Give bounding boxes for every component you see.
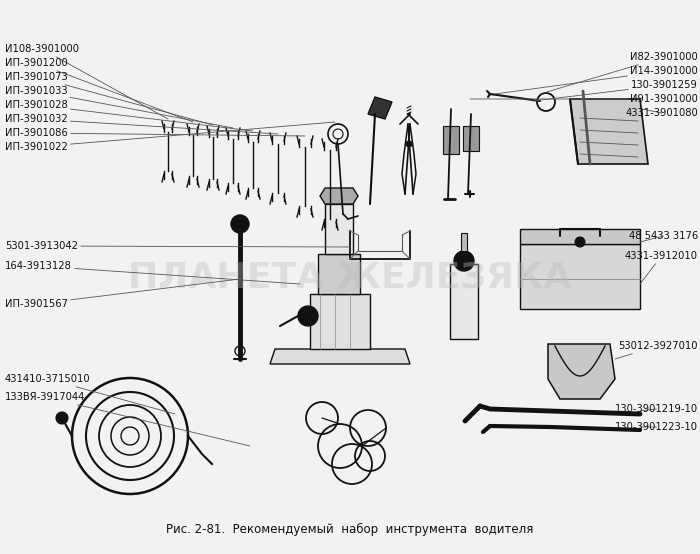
Text: 53012-3927010: 53012-3927010 <box>615 341 698 359</box>
Text: ИП-3901200: ИП-3901200 <box>5 58 193 122</box>
Circle shape <box>56 412 68 424</box>
Text: 164-3913128: 164-3913128 <box>5 261 300 284</box>
Bar <box>450 264 478 339</box>
Polygon shape <box>570 99 648 164</box>
Polygon shape <box>320 188 358 204</box>
Bar <box>325 204 353 254</box>
Text: ИП-3901028: ИП-3901028 <box>5 100 253 131</box>
Polygon shape <box>548 344 615 399</box>
Bar <box>463 126 479 151</box>
Bar <box>520 229 640 244</box>
Text: ИП-3901073: ИП-3901073 <box>5 72 213 125</box>
Circle shape <box>231 215 249 233</box>
Text: 133ВЯ-3917044: 133ВЯ-3917044 <box>5 392 250 446</box>
Text: Рис. 2-81.  Рекомендуемый  набор  инструмента  водителя: Рис. 2-81. Рекомендуемый набор инструмен… <box>167 523 533 536</box>
Text: ИП-3901033: ИП-3901033 <box>5 86 233 128</box>
Text: ИП-3901032: ИП-3901032 <box>5 114 278 134</box>
Text: ПЛАНЕТА ЖЕЛЕЗЯКА: ПЛАНЕТА ЖЕЛЕЗЯКА <box>128 260 572 294</box>
Text: ИП-3901086: ИП-3901086 <box>5 128 305 138</box>
Text: И82-3901000: И82-3901000 <box>540 52 698 94</box>
Text: 431410-3715010: 431410-3715010 <box>5 374 175 414</box>
Text: 5301-3913042: 5301-3913042 <box>5 241 350 251</box>
Bar <box>318 254 360 294</box>
Text: 130-3901259: 130-3901259 <box>533 80 698 101</box>
Text: 48 5433 3176: 48 5433 3176 <box>629 231 698 242</box>
Polygon shape <box>270 349 410 364</box>
Polygon shape <box>368 97 392 119</box>
Bar <box>443 126 459 154</box>
Text: ИП-3901022: ИП-3901022 <box>5 122 335 152</box>
Circle shape <box>406 141 412 147</box>
Text: 130-3901219-10: 130-3901219-10 <box>615 404 698 414</box>
Text: И108-3901000: И108-3901000 <box>5 44 168 119</box>
Bar <box>310 294 370 349</box>
Text: 4331-3901080: 4331-3901080 <box>625 108 698 118</box>
Text: 4331-3912010: 4331-3912010 <box>625 251 698 284</box>
Bar <box>461 233 467 251</box>
Circle shape <box>454 251 474 271</box>
Circle shape <box>298 306 318 326</box>
Text: И14-3901000: И14-3901000 <box>495 66 698 94</box>
Text: И91-3901000: И91-3901000 <box>470 94 698 104</box>
Circle shape <box>575 237 585 247</box>
Bar <box>520 244 640 309</box>
Text: ИП-3901567: ИП-3901567 <box>5 279 240 309</box>
Text: 130-3901223-10: 130-3901223-10 <box>615 422 698 432</box>
